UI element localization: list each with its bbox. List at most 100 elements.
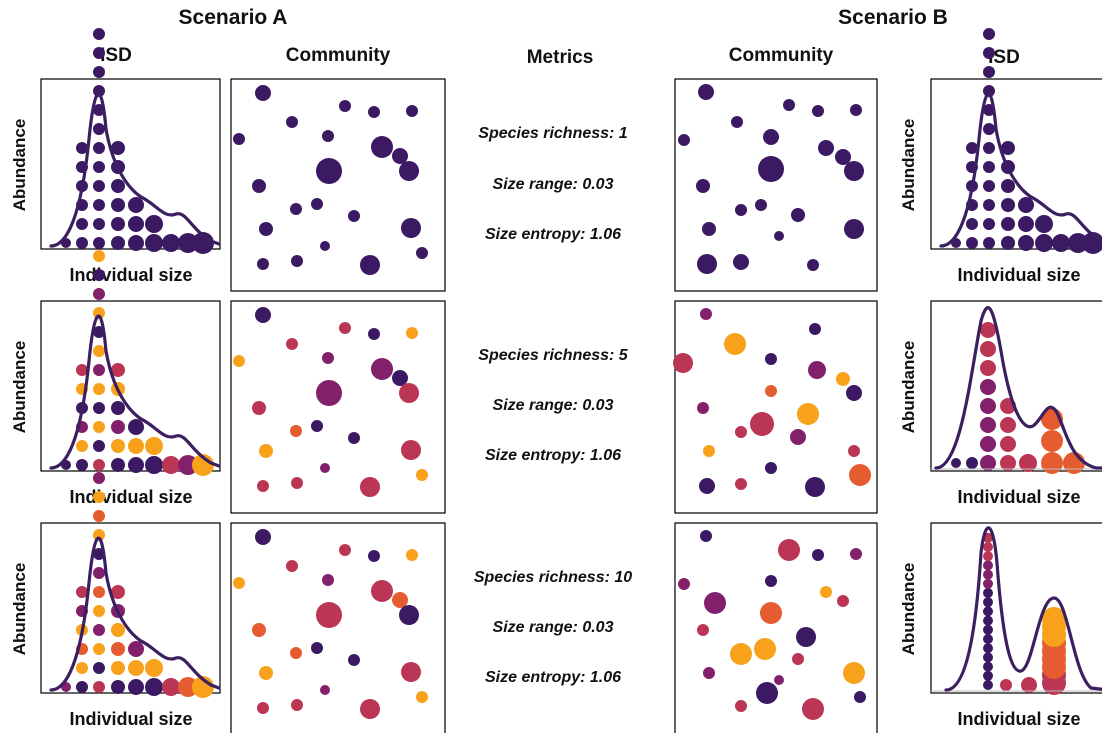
isd-b-header: ISD <box>988 47 1020 68</box>
community-a-dot-r3-10 <box>316 602 342 628</box>
community-b-dot-r2-21 <box>849 464 871 486</box>
community-a-dot-r3-4 <box>406 549 418 561</box>
isd-b-dot-r2-12 <box>1000 436 1016 452</box>
isd-a-dot-r1-14 <box>93 123 105 135</box>
isd-a-dot-r3-29 <box>145 678 163 696</box>
isd-b-dot-r3-15 <box>983 551 993 562</box>
isd-b-dot-r3-18 <box>1000 679 1012 691</box>
community-a-dot-r2-12 <box>399 383 419 403</box>
isd-b-dot-r1-3 <box>966 218 978 230</box>
community-b-dot-r1-8 <box>818 140 834 156</box>
community-b-dot-r3-21 <box>802 698 824 720</box>
isd-b-dot-r2-2 <box>966 457 978 469</box>
isd-b-dot-r1-13 <box>983 142 995 154</box>
community-a-dot-r1-1 <box>255 85 271 101</box>
community-b-dot-r2-4 <box>673 353 693 373</box>
community-b-dot-r1-11 <box>696 179 710 193</box>
isd-a-dot-r2-12 <box>93 383 105 395</box>
isd-a-dot-r2-8 <box>93 459 105 471</box>
isd-b-dot-r1-31 <box>1052 234 1070 252</box>
community-b-dot-r2-14 <box>797 403 819 425</box>
community-a-dot-r1-17 <box>401 218 421 238</box>
community-b-dot-r2-16 <box>848 445 860 457</box>
isd-b-dot-r2-17 <box>1041 430 1063 452</box>
community-a-dot-r1-4 <box>406 105 418 117</box>
metric-entropy-row-3: Size entropy: 1.06 <box>484 669 622 686</box>
community-a-dot-r1-22 <box>416 247 428 259</box>
community-a-dot-r3-12 <box>399 605 419 625</box>
scenario-b-title: Scenario B <box>838 6 948 29</box>
isd-a-dot-r3-31 <box>162 678 180 696</box>
isd-b-frame-row-3 <box>930 522 1102 694</box>
isd-a-dot-r2-29 <box>145 456 163 474</box>
community-a-dot-r3-9 <box>392 592 408 608</box>
isd-a-dot-r1-23 <box>111 179 125 193</box>
isd-b-xlabel-row-2: Individual size <box>957 487 1081 507</box>
isd-a-dot-r3-25 <box>111 585 125 599</box>
community-b-dot-r1-12 <box>844 161 864 181</box>
community-a-dot-r2-18 <box>320 463 330 473</box>
isd-a-dot-r3-30 <box>145 659 163 677</box>
isd-a-dot-r2-22 <box>111 420 125 434</box>
isd-b-dot-r2-3 <box>980 455 996 471</box>
community-b-dot-r2-5 <box>809 323 821 335</box>
community-b-dot-r2-10 <box>846 385 862 401</box>
community-b-dot-r1-21 <box>807 259 819 271</box>
isd-b-dot-r2-13 <box>1000 417 1016 433</box>
isd-b-dot-r1-26 <box>1018 235 1034 251</box>
isd-a-dot-r1-21 <box>111 217 125 231</box>
community-a-dot-r3-7 <box>233 577 245 589</box>
isd-a-dot-r2-9 <box>93 440 105 452</box>
isd-a-dot-r1-18 <box>93 47 105 59</box>
community-b-dot-r3-22 <box>854 691 866 703</box>
isd-a-dot-r1-26 <box>128 235 144 251</box>
community-b-dot-r2-20 <box>805 477 825 497</box>
community-b-dot-r2-3 <box>765 353 777 365</box>
community-b-header: Community <box>728 45 834 66</box>
metric-entropy-row-2: Size entropy: 1.06 <box>484 447 622 464</box>
isd-a-dot-r2-28 <box>128 419 144 435</box>
isd-b-dot-r3-5 <box>983 643 993 654</box>
isd-b-density-curve-r2 <box>934 306 1102 470</box>
community-a-dot-r3-1 <box>255 529 271 545</box>
isd-b-dot-r1-9 <box>983 218 995 230</box>
isd-b-dot-r1-10 <box>983 199 995 211</box>
community-a-dot-r3-20 <box>257 702 269 714</box>
community-a-dot-r1-18 <box>320 241 330 251</box>
isd-b-dot-r3-6 <box>983 634 993 644</box>
community-a-frame-row-3 <box>230 522 446 733</box>
isd-b-dot-r1-21 <box>1001 217 1015 231</box>
community-a-dot-r3-19 <box>291 699 303 711</box>
community-b-dot-r2-6 <box>808 361 826 379</box>
isd-a-dot-r2-11 <box>93 402 105 414</box>
community-a-dot-r3-5 <box>286 560 298 572</box>
community-b-dot-r2-12 <box>750 412 774 436</box>
community-b-frame-row-3 <box>674 522 878 733</box>
community-a-dot-r2-3 <box>368 328 380 340</box>
metric-entropy-row-1: Size entropy: 1.06 <box>484 226 622 243</box>
community-b-dot-r1-1 <box>698 84 714 100</box>
community-a-dot-r2-22 <box>416 469 428 481</box>
isd-b-density-curve-r1 <box>939 92 1102 248</box>
isd-a-dot-r1-30 <box>145 215 163 233</box>
isd-a-dot-r3-28 <box>128 641 144 657</box>
isd-b-frame-row-2 <box>930 300 1102 472</box>
community-a-dot-r3-18 <box>320 685 330 695</box>
isd-b-dot-r3-28 <box>1042 607 1066 631</box>
isd-b-dot-r1-27 <box>1018 216 1034 232</box>
community-b-dot-r3-16 <box>703 667 715 679</box>
community-a-dot-r2-10 <box>316 380 342 406</box>
dots-layer <box>61 28 1102 720</box>
isd-a-dot-r1-17 <box>93 66 105 78</box>
community-b-dot-r2-18 <box>735 478 747 490</box>
community-a-dot-r2-6 <box>322 352 334 364</box>
isd-a-dot-r1-22 <box>111 198 125 212</box>
community-b-dot-r3-8 <box>837 595 849 607</box>
isd-b-dot-r1-14 <box>983 123 995 135</box>
community-a-dot-r1-14 <box>311 198 323 210</box>
isd-a-dot-r1-3 <box>76 218 88 230</box>
isd-a-dot-r2-2 <box>76 459 88 471</box>
community-b-dot-r2-2 <box>724 333 746 355</box>
community-a-dot-r3-6 <box>322 574 334 586</box>
isd-b-dot-r3-11 <box>983 588 993 598</box>
